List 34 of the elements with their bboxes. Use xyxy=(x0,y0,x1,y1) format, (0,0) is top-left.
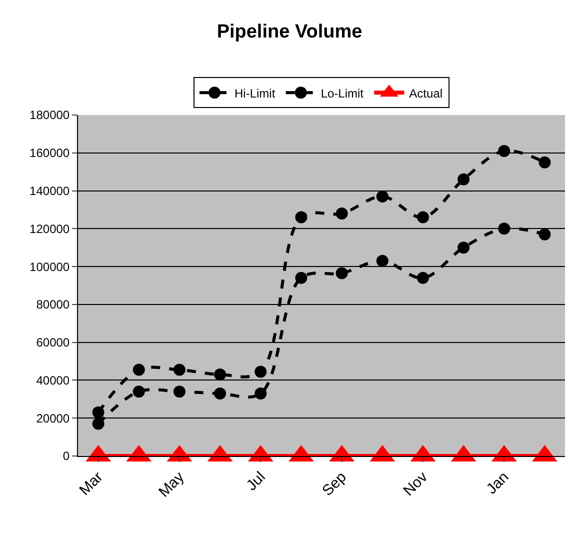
x-tick-label: Mar xyxy=(76,468,106,499)
point xyxy=(458,242,470,254)
point xyxy=(376,254,388,267)
point xyxy=(498,222,510,235)
point xyxy=(336,267,348,280)
x-tick-label: May xyxy=(156,468,188,501)
chart-title: Pipeline Volume xyxy=(216,21,362,42)
y-tick-label: 20000 xyxy=(36,411,70,426)
x-tick-label: Sep xyxy=(319,468,350,500)
point xyxy=(538,156,551,168)
y-tick-label: 140000 xyxy=(30,184,70,198)
point xyxy=(295,272,308,284)
point xyxy=(416,272,429,284)
point xyxy=(336,208,348,220)
point xyxy=(538,228,551,240)
x-tick-label: Jul xyxy=(243,468,269,494)
point xyxy=(458,173,470,186)
y-tick-label: 180000 xyxy=(30,108,70,122)
y-tick-label: 0 xyxy=(62,449,70,464)
x-tick-label: Nov xyxy=(400,468,432,500)
legend-label: Lo-Limit xyxy=(320,86,364,100)
y-tick-label: 100000 xyxy=(30,260,70,274)
legend-label: Hi-Limit xyxy=(234,86,276,100)
y-tick-label: 80000 xyxy=(36,298,70,312)
y-tick-label: 120000 xyxy=(30,222,70,236)
x-tick-label: Jan xyxy=(483,468,512,498)
point xyxy=(416,211,429,224)
y-tick-label: 160000 xyxy=(30,146,70,160)
point xyxy=(295,211,308,224)
legend-label: Actual xyxy=(409,86,443,100)
point xyxy=(498,144,510,157)
y-tick-label: 40000 xyxy=(36,373,70,388)
y-tick-label: 60000 xyxy=(36,336,70,350)
point xyxy=(376,190,388,202)
